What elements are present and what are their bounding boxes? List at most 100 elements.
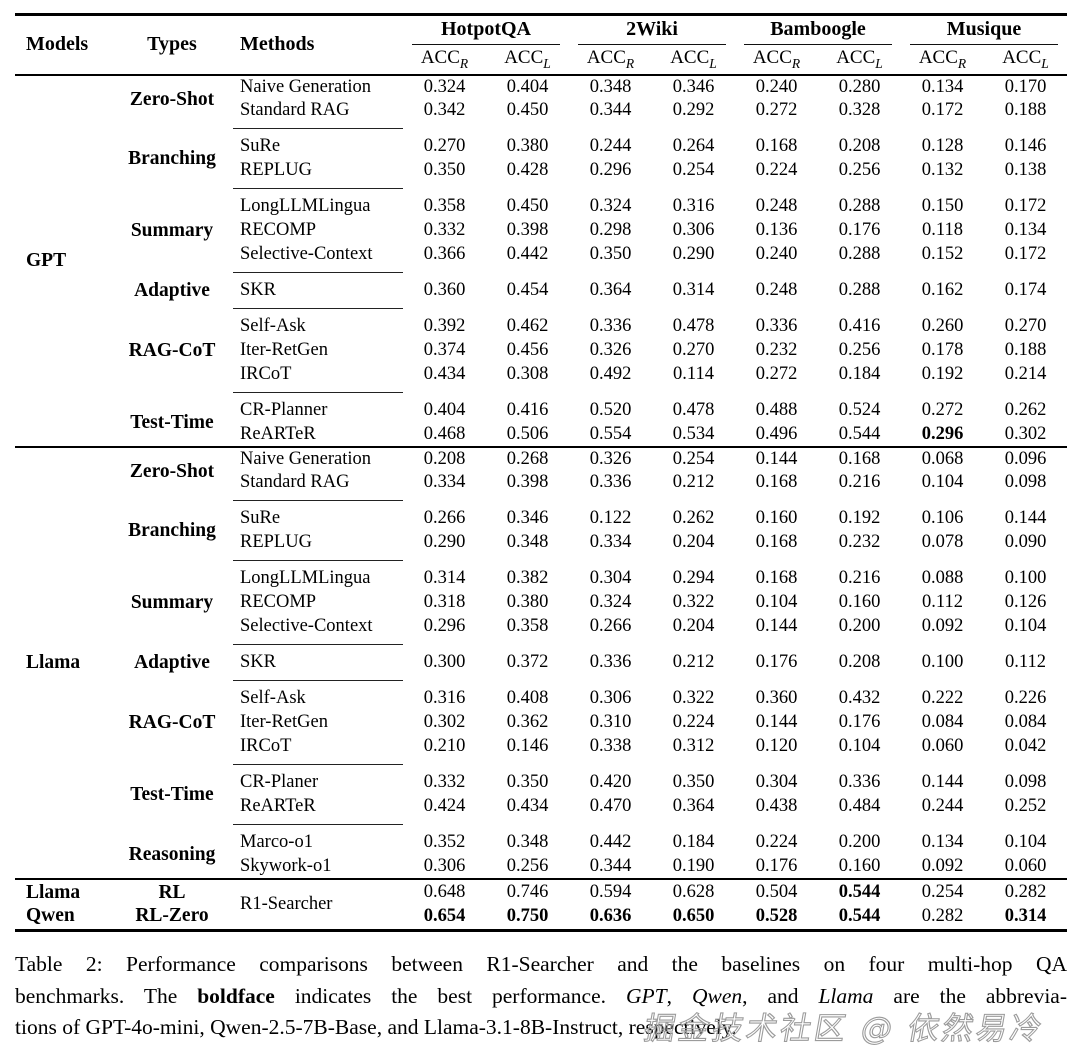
metric-value: 0.346 <box>672 76 715 97</box>
metric-value: 0.324 <box>589 196 632 216</box>
type-line: Adaptive <box>134 652 210 673</box>
metric-value: 0.358 <box>423 196 466 216</box>
header-acc-r: ACCR <box>752 46 801 71</box>
table-row: Test-Time CR-Planner 0.404 0.416 0.520 0.478 0… <box>15 399 1067 433</box>
metric-value: 0.144 <box>755 712 798 732</box>
header-methods: Methods <box>240 33 315 56</box>
metric-value: 0.168 <box>755 568 798 588</box>
model-line: Llama <box>26 882 81 904</box>
separator-spacer <box>403 183 1067 195</box>
metric-value: 0.324 <box>589 592 632 612</box>
method-label: SKR <box>240 280 276 300</box>
method-label: RECOMP <box>240 220 317 240</box>
metric-value: 0.362 <box>506 712 549 732</box>
metric-value: 0.184 <box>838 364 881 384</box>
group-rule <box>233 824 403 825</box>
separator-spacer <box>111 555 233 567</box>
type-line: RL <box>158 882 186 904</box>
method-label: Standard RAG <box>240 100 350 120</box>
metric-value: 0.092 <box>921 855 964 876</box>
metric-value: 0.282 <box>984 877 1067 905</box>
separator-cell <box>233 555 403 567</box>
metric-value: 0.272 <box>755 100 798 120</box>
metric-value: 0.336 <box>838 772 881 792</box>
separator-cell <box>233 183 403 195</box>
table-row: ReARTeR 0.424 0.434 0.470 0.364 0.438 0.484 0.2… <box>15 795 1067 819</box>
metric-value: 0.302 <box>1004 423 1047 444</box>
metric-value: 0.214 <box>1004 364 1047 384</box>
separator-cell <box>233 123 403 135</box>
type-line: Zero-Shot <box>129 88 215 110</box>
metric-value: 0.524 <box>838 400 881 420</box>
metric-value: 0.434 <box>506 796 549 816</box>
metric-value: 0.104 <box>1004 616 1047 636</box>
type-label: Summary <box>111 567 233 639</box>
metric-value: 0.216 <box>838 472 881 492</box>
metric-value: 0.746 <box>486 877 569 905</box>
group-rule <box>233 128 403 129</box>
metric-value: 0.240 <box>755 76 798 97</box>
group-separator <box>15 495 1067 507</box>
caption-text: , <box>666 983 692 1008</box>
separator-spacer <box>111 123 233 135</box>
group-separator <box>15 819 1067 831</box>
metric-value: 0.100 <box>921 652 964 672</box>
method-label: Self-Ask <box>240 688 306 708</box>
metric-value: 0.272 <box>921 400 964 420</box>
metric-value: 0.750 <box>506 906 549 927</box>
metric-value: 0.294 <box>672 568 715 588</box>
metric-value: 0.316 <box>672 196 715 216</box>
method-label: LongLLMLingua <box>240 196 371 216</box>
metric-value: 0.544 <box>838 423 881 444</box>
separator-cell <box>233 387 403 399</box>
metric-value: 0.162 <box>921 280 964 300</box>
metric-value: 0.270 <box>672 340 715 360</box>
metric-value: 0.504 <box>735 877 818 905</box>
group-separator <box>15 639 1067 651</box>
table-row: Adaptive SKR 0.300 0.372 0.336 0.212 0.176 0.20… <box>15 651 1067 675</box>
model-label: Llama Qwen <box>15 877 111 931</box>
separator-spacer <box>111 303 233 315</box>
table-header: Models Types Methods HotpotQA 2Wiki Bamb… <box>15 15 1067 75</box>
metric-value: 0.138 <box>1004 160 1047 180</box>
metric-value: 0.304 <box>589 568 632 588</box>
metric-value: 0.042 <box>1004 736 1047 756</box>
metric-value: 0.438 <box>755 796 798 816</box>
metric-value: 0.252 <box>1004 796 1047 816</box>
method-label: Marco-o1 <box>240 832 313 852</box>
metric-value: 0.316 <box>423 688 466 708</box>
metric-value: 0.288 <box>838 196 881 216</box>
table-row: Selective-Context 0.366 0.442 0.350 0.290 0.2… <box>15 243 1067 267</box>
metric-value: 0.380 <box>506 136 549 156</box>
metric-value: 0.442 <box>589 832 632 852</box>
separator-spacer <box>111 495 233 507</box>
benchmark-name: 2Wiki <box>578 18 726 45</box>
table-row: RAG-CoT Self-Ask 0.392 0.462 0.336 0.478 0.336… <box>15 315 1067 361</box>
type-line: Reasoning <box>128 843 216 865</box>
table-caption: Table 2: Performance comparisons between… <box>15 949 1067 1044</box>
metric-value: 0.254 <box>901 877 984 905</box>
metric-value: 0.346 <box>506 508 549 528</box>
metric-value: 0.432 <box>838 688 881 708</box>
benchmark-name: HotpotQA <box>412 18 560 45</box>
table-row: Standard RAG 0.342 0.450 0.344 0.292 0.272 0.3… <box>15 99 1067 123</box>
table-row: Standard RAG 0.334 0.398 0.336 0.212 0.168 0.2… <box>15 471 1067 495</box>
table-row: REPLUG 0.290 0.348 0.334 0.204 0.168 0.232 0.07… <box>15 531 1067 555</box>
metric-value: 0.104 <box>838 736 881 756</box>
metric-value: 0.374 <box>423 340 466 360</box>
metric-value: 0.248 <box>755 196 798 216</box>
metric-value: 0.428 <box>506 160 549 180</box>
type-label: Test-Time <box>111 399 233 447</box>
separator-cell <box>233 639 403 651</box>
metric-value: 0.098 <box>1004 772 1047 792</box>
metric-value: 0.468 <box>423 423 466 444</box>
header-models: Models <box>26 33 89 56</box>
metric-value: 0.456 <box>506 340 549 360</box>
header-acc-l: ACCL <box>670 46 717 71</box>
metric-value: 0.336 <box>589 316 632 336</box>
table-row: Selective-Context 0.296 0.358 0.266 0.204 0.1… <box>15 615 1067 639</box>
metric-value: 0.200 <box>838 832 881 852</box>
metric-value: 0.312 <box>672 736 715 756</box>
metric-value: 0.090 <box>1004 532 1047 552</box>
metric-value: 0.322 <box>672 688 715 708</box>
